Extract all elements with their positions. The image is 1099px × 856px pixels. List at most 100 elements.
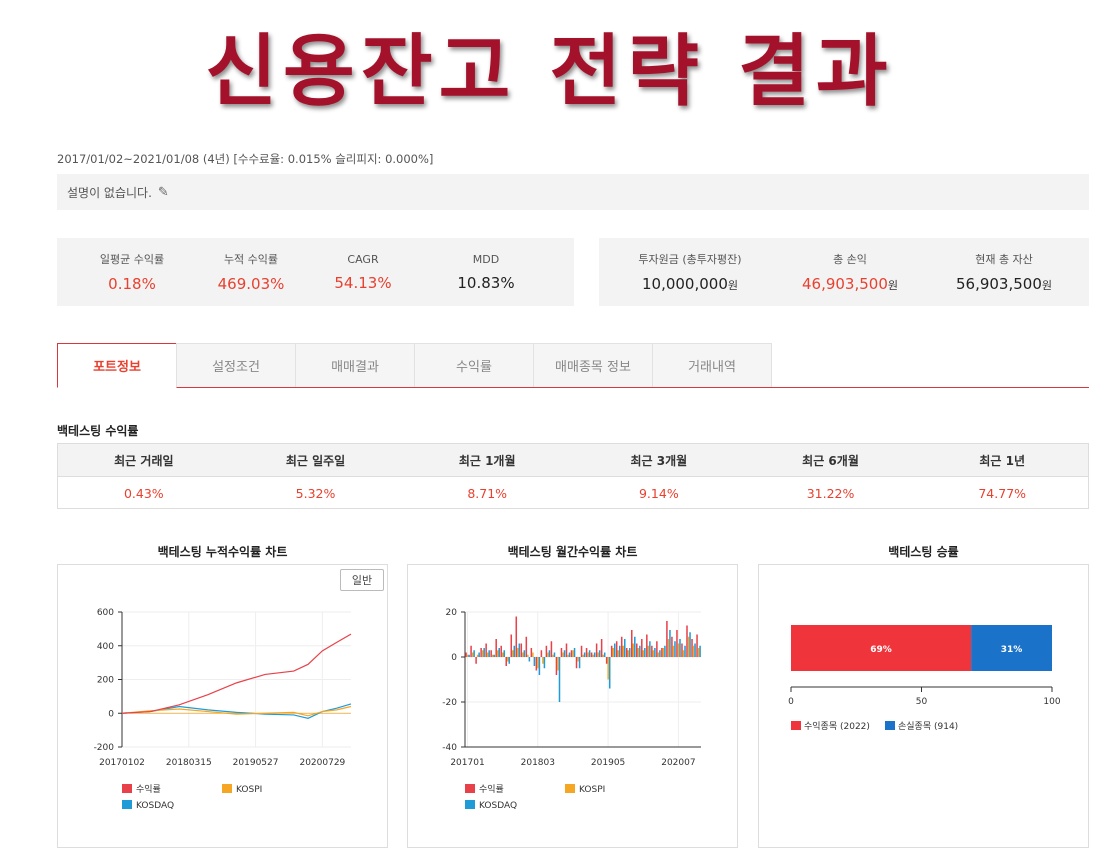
bar	[508, 657, 511, 664]
bar	[562, 652, 564, 657]
bar	[676, 630, 678, 657]
stat-label: 일평균 수익률	[99, 253, 165, 266]
y-tick-label: 200	[97, 676, 114, 686]
bar	[620, 636, 623, 657]
stat-value: 46,903,500원	[802, 275, 898, 293]
bar	[577, 657, 579, 662]
tab-trade-results[interactable]: 매매결과	[295, 343, 415, 387]
table-cell: 8.71%	[467, 486, 508, 501]
bar	[532, 652, 534, 657]
table-cell: 31.22%	[806, 486, 855, 501]
bar	[480, 648, 482, 657]
stat-unit: 원	[727, 279, 738, 292]
bar	[548, 650, 551, 657]
backtest-period: 2017/01/02~2021/01/08 (4년) [수수료율: 0.015%…	[57, 152, 434, 166]
bar	[634, 636, 636, 657]
x-tick-label: 20170102	[99, 758, 145, 768]
bar	[503, 650, 506, 657]
bar	[493, 654, 495, 657]
table-cell: 74.77%	[978, 486, 1027, 501]
bar	[538, 657, 541, 675]
bar	[637, 648, 640, 657]
y-tick-label: 400	[97, 642, 114, 652]
bar	[515, 616, 518, 657]
normal-scale-button[interactable]: 일반	[340, 569, 384, 591]
bar	[525, 636, 528, 657]
bar	[568, 652, 571, 657]
bar	[636, 643, 638, 657]
bar	[518, 643, 521, 657]
bar	[590, 652, 593, 657]
bar	[578, 657, 581, 669]
bar	[677, 643, 680, 657]
stat-total-assets: 현재 총 자산 56,903,500원	[919, 238, 1089, 306]
win-rate-chart: 69% 31% 0 50 100 수익종목 (2022) 손실종목 (914)	[788, 625, 1061, 732]
bar	[558, 657, 561, 702]
tab-trade-history[interactable]: 거래내역	[652, 343, 772, 387]
y-tick-label: -20	[442, 698, 457, 708]
bar	[557, 657, 559, 671]
bar	[542, 657, 544, 664]
tab-trade-stock-info[interactable]: 매매종목 정보	[533, 343, 653, 387]
cumulative-chart-title: 백테스팅 누적수익률 차트	[157, 545, 288, 559]
bar	[498, 648, 500, 657]
bar	[491, 654, 494, 657]
bar	[550, 641, 553, 657]
bar	[595, 643, 598, 657]
summary-stats-right: 투자원금 (총투자평잔) 10,000,000원 총 손익 46,903,500…	[599, 238, 1089, 306]
bar	[527, 654, 529, 657]
bar	[585, 648, 588, 657]
stat-number: 46,903,500	[801, 275, 888, 293]
bar	[687, 636, 690, 657]
bar	[575, 657, 578, 669]
stat-value: 469.03%	[217, 275, 285, 293]
bar	[607, 657, 609, 680]
bar	[610, 645, 613, 657]
bar	[587, 652, 589, 657]
bar	[545, 645, 548, 657]
pencil-icon[interactable]: ✎	[157, 184, 169, 200]
table-header-cell: 최근 6개월	[802, 453, 859, 468]
bar	[613, 643, 616, 657]
bar	[672, 645, 675, 657]
stat-value: 54.13%	[334, 273, 392, 292]
x-tick-label: 20200729	[299, 758, 345, 768]
description-box: 설명이 없습니다. ✎	[57, 174, 1089, 210]
tab-returns[interactable]: 수익률	[414, 343, 534, 387]
stat-cagr: CAGR 54.13%	[295, 238, 431, 306]
bar	[612, 648, 614, 657]
x-tick-label: 201803	[521, 758, 555, 768]
legend-swatch	[791, 721, 801, 730]
stat-value: 0.18%	[108, 275, 156, 293]
legend-swatch	[465, 784, 475, 793]
stat-label: MDD	[472, 252, 500, 266]
table-header-cell: 최근 1개월	[458, 453, 516, 468]
bar	[597, 652, 599, 657]
table-cell: 9.14%	[638, 486, 679, 501]
bar	[471, 652, 474, 657]
bar	[674, 641, 676, 657]
monthly-return-chart: 20 0 -20 -40 201701 201803 201905 202007 수익률 KOSP…	[442, 608, 701, 811]
bar	[652, 650, 655, 657]
bar	[641, 639, 643, 657]
stat-mdd: MDD 10.83%	[431, 238, 541, 306]
stat-label: 투자원금 (총투자평잔)	[638, 253, 742, 266]
stat-label: 총 손익	[833, 253, 867, 266]
bar	[528, 657, 531, 662]
tab-settings[interactable]: 설정조건	[176, 343, 296, 387]
tab-portfolio-info[interactable]: 포트정보	[57, 343, 177, 388]
y-tick-label: -40	[442, 743, 457, 753]
bar	[535, 657, 538, 671]
bar	[473, 650, 475, 657]
backtest-returns-table: 최근 거래일 최근 일주일 최근 1개월 최근 3개월 최근 6개월 최근 1년…	[57, 443, 1089, 509]
bar	[647, 645, 650, 657]
bar	[475, 657, 477, 664]
x-tick-label: 20190527	[233, 758, 279, 768]
bar	[466, 654, 469, 657]
bar	[520, 643, 523, 657]
table-header-cell: 최근 3개월	[630, 453, 688, 468]
bar	[646, 634, 648, 657]
bar	[682, 650, 685, 657]
stat-number: 10,000,000	[641, 275, 728, 293]
bar	[691, 639, 693, 657]
